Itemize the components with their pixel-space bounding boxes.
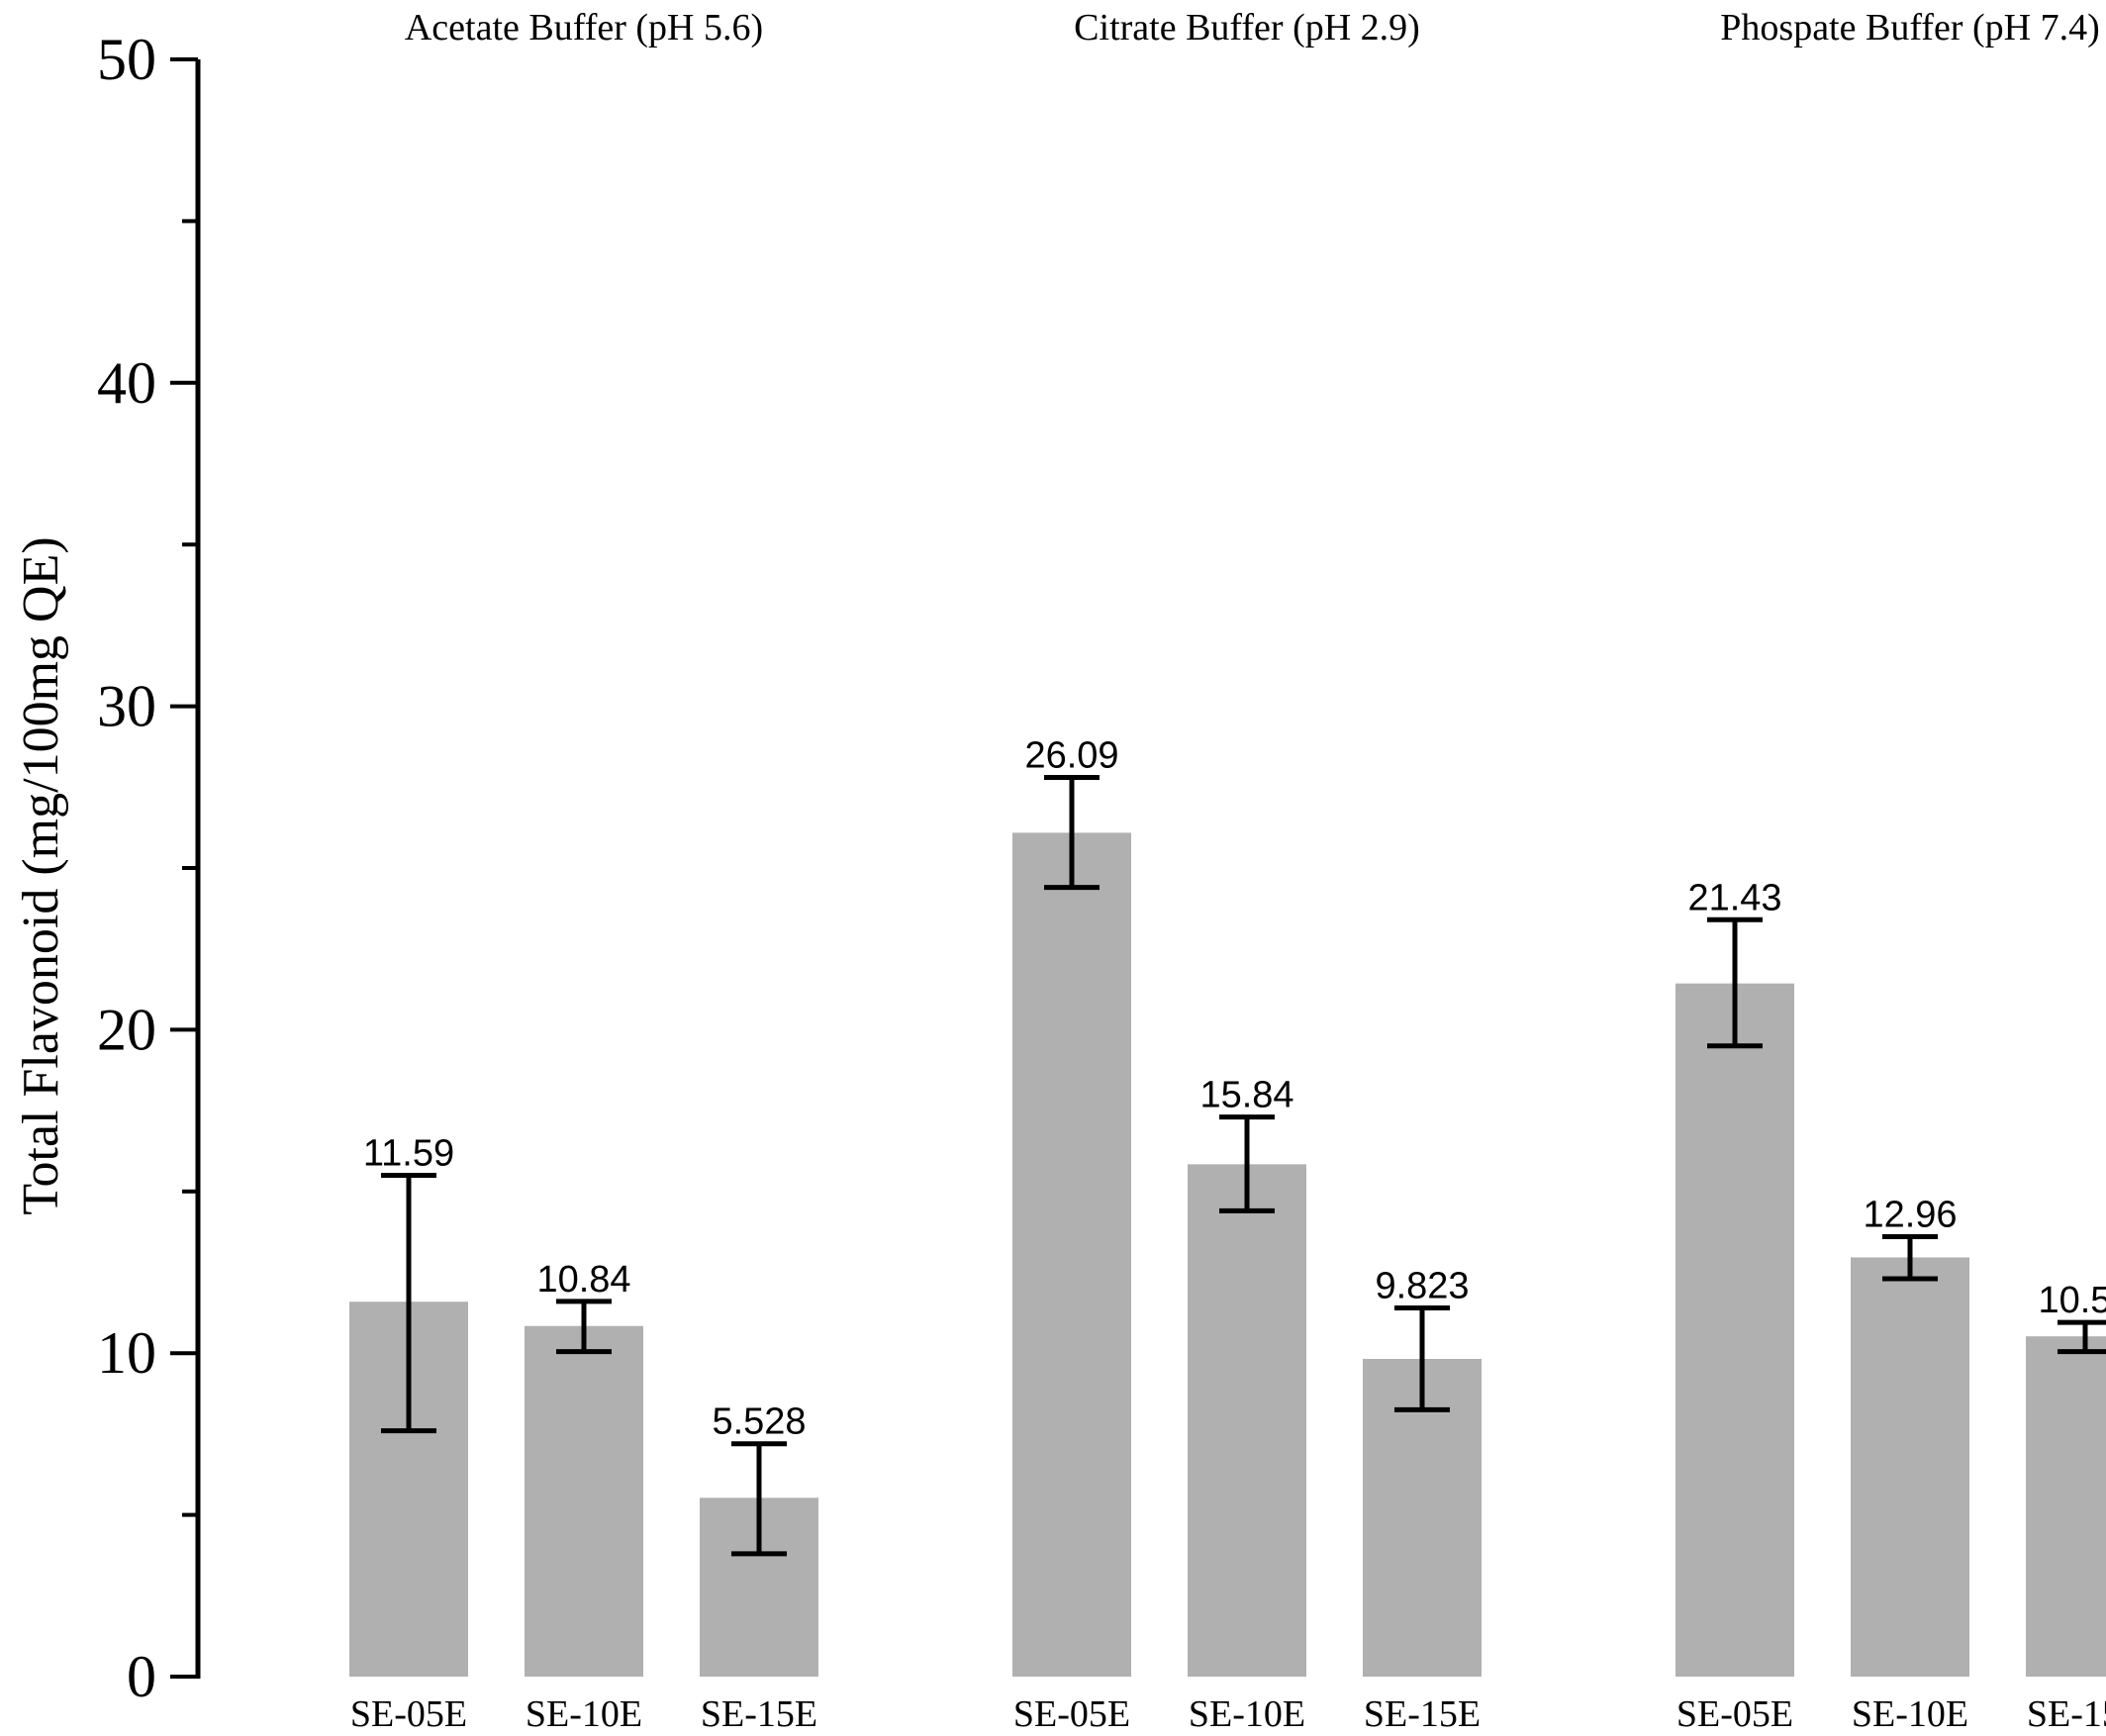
data-label: 9.823 <box>1375 1265 1469 1306</box>
x-tick-label: SE-15E <box>701 1693 817 1735</box>
data-label: 11.59 <box>363 1132 454 1174</box>
y-axis: 0 10 20 30 40 50 <box>97 27 201 1709</box>
bar <box>1012 832 1131 1677</box>
category-labels: SE-05E SE-10E SE-15E SE-05E SE-10E SE-15E SE-0… <box>350 1693 2106 1735</box>
data-label: 5.528 <box>712 1401 806 1443</box>
group-title: Acetate Buffer (pH 5.6) <box>405 7 763 48</box>
data-label: 21.43 <box>1687 877 1781 918</box>
data-label: 10.52 <box>2038 1280 2106 1321</box>
x-tick-label: SE-05E <box>350 1693 467 1735</box>
bar <box>1188 1164 1306 1677</box>
bars <box>349 832 2106 1677</box>
data-label: 26.09 <box>1024 734 1118 776</box>
y-tick-label: 50 <box>97 27 156 92</box>
bar <box>1675 983 1794 1677</box>
data-label: 12.96 <box>1863 1195 1957 1236</box>
bar <box>1851 1257 1969 1677</box>
x-tick-label: SE-05E <box>1676 1693 1793 1735</box>
x-tick-label: SE-05E <box>1013 1693 1130 1735</box>
data-labels: 11.59 10.84 5.528 26.09 15.84 9.823 21.43 12.96… <box>363 734 2106 1442</box>
group-title: Citrate Buffer (pH 2.9) <box>1074 7 1420 48</box>
y-axis-title: Total Flavonoid (mg/100mg QE) <box>13 536 69 1214</box>
y-tick-label: 20 <box>97 997 156 1062</box>
error-bars <box>381 774 2106 1557</box>
group-titles: Acetate Buffer (pH 5.6) Citrate Buffer (p… <box>405 7 2100 48</box>
y-tick-label: 0 <box>127 1644 156 1709</box>
data-label: 15.84 <box>1199 1075 1293 1116</box>
y-tick-label: 40 <box>97 350 156 416</box>
group-title: Phospate Buffer (pH 7.4) <box>1720 7 2099 48</box>
x-tick-label: SE-15E <box>2027 1693 2106 1735</box>
bar <box>2026 1336 2106 1677</box>
y-tick-label: 30 <box>97 674 156 739</box>
bar <box>525 1325 643 1677</box>
x-tick-label: SE-15E <box>1364 1693 1481 1735</box>
x-tick-label: SE-10E <box>1189 1693 1305 1735</box>
x-tick-label: SE-10E <box>526 1693 642 1735</box>
x-tick-label: SE-10E <box>1852 1693 1968 1735</box>
y-tick-label: 10 <box>97 1320 156 1386</box>
data-label: 10.84 <box>536 1259 630 1301</box>
